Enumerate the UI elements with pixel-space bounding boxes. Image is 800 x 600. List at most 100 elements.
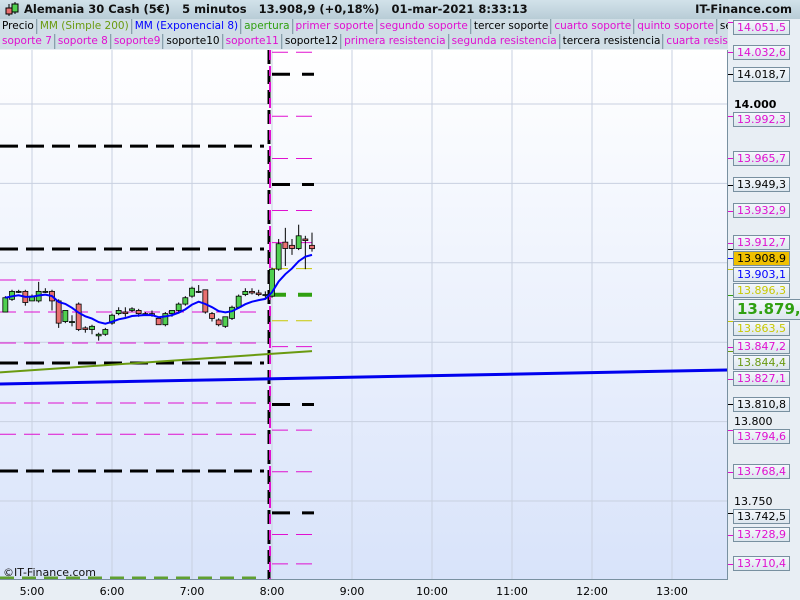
candle-body [102, 329, 109, 335]
price-level-label: 13.992,3 [733, 111, 790, 127]
legend-item[interactable]: MM (Exponencial 8) [132, 19, 242, 34]
legend-item[interactable]: soporte11 [223, 34, 282, 49]
legend-item[interactable]: Precio [0, 19, 37, 34]
time-label: 13:00 [656, 585, 688, 598]
legend-item[interactable]: soporte12 [282, 34, 342, 49]
candle-body [135, 310, 142, 315]
candle-body [255, 292, 262, 295]
candle-body [2, 297, 9, 313]
price-grid-label: 13.800 [734, 415, 773, 429]
price-level-label: 13.863,5 [733, 321, 790, 337]
price-level-label: 13.710,4 [733, 556, 790, 572]
candle-body [122, 311, 129, 315]
price-tick [728, 242, 733, 244]
candle-body [175, 303, 182, 311]
legend-item[interactable]: quinto soporte [635, 19, 717, 34]
legend-item[interactable]: cuarto soporte [552, 19, 635, 34]
candle-body [222, 316, 229, 327]
candle-body [115, 310, 122, 315]
legend-item[interactable]: segundo soporte [377, 19, 471, 34]
timeframe: 5 minutos [182, 2, 247, 16]
instrument-name: Alemania 30 Cash (5€) [24, 2, 171, 16]
price-level-label: 13.827,1 [733, 371, 790, 387]
legend-item[interactable]: soporte 8 [55, 34, 111, 49]
price-level-label: 14.032,6 [733, 44, 790, 60]
price-tick [728, 158, 733, 160]
time-label: 9:00 [339, 585, 365, 598]
candle-body [302, 238, 309, 241]
candle-body [215, 319, 222, 326]
candle-body [209, 313, 215, 319]
candle-body [95, 333, 102, 337]
price-level-label: 13.728,9 [733, 527, 790, 542]
candle-body [169, 310, 175, 315]
legend-item[interactable]: primera resistencia [342, 34, 449, 49]
price-tick [728, 512, 733, 514]
datetime: 01-mar-2021 8:33:13 [391, 2, 528, 16]
price-tick [728, 184, 733, 186]
price-tick [728, 268, 733, 270]
brand: IT-Finance.com [695, 2, 792, 16]
current-price-label: 13.908,9 [733, 251, 790, 267]
price-tick [728, 404, 733, 406]
time-label: 11:00 [496, 585, 528, 598]
candle-body [182, 297, 189, 305]
legend-item[interactable]: soporte10 [164, 34, 223, 49]
price-level-label: 13.879,9 [733, 299, 800, 321]
price-tick [728, 74, 733, 76]
price-grid-label: 13.750 [734, 494, 773, 508]
time-axis[interactable]: 5:00 6:00 7:00 8:00 9:00 10:00 11:00 12:00 13:00 [0, 580, 800, 600]
legend-item[interactable]: segunda resistencia [449, 34, 560, 49]
time-label: 8:00 [259, 585, 285, 598]
candlestick-logo-icon [5, 2, 19, 16]
price-level-label: 13.896,3 [733, 283, 790, 299]
price-level-label: 13.810,8 [733, 396, 790, 412]
candle-body [275, 243, 282, 270]
price-level-label: 13.903,1 [733, 267, 790, 283]
candle-body [89, 325, 95, 330]
candle-body [249, 290, 255, 294]
time-label: 6:00 [99, 585, 125, 598]
price-level-label: 14.051,5 [733, 20, 790, 35]
legend-item[interactable]: soporte9 [111, 34, 164, 49]
trend-line [0, 368, 727, 386]
candle-body [262, 294, 269, 296]
candle-body [155, 317, 162, 326]
legend-item[interactable]: primer soporte [293, 19, 377, 34]
candle-body [195, 290, 202, 293]
candle-body [269, 268, 275, 297]
legend-item[interactable]: tercer soporte [471, 19, 552, 34]
price-level-label: 13.912,7 [733, 235, 790, 251]
price-axis[interactable]: 14.000 13.800 13.750 14.051,5 14.032,6 14.018… [728, 20, 800, 580]
candle-body [202, 289, 209, 313]
price-tick [728, 52, 733, 54]
candle-body [242, 290, 249, 295]
price-level-label: 13.949,3 [733, 177, 790, 192]
price-tick [728, 351, 733, 353]
legend-item[interactable]: tercera resistencia [560, 34, 664, 49]
candle-body [109, 314, 115, 324]
legend-item[interactable]: apertura [242, 19, 293, 34]
candle-body [62, 310, 69, 322]
chart-canvas[interactable] [0, 50, 728, 580]
price-tick [728, 248, 733, 250]
price-tick [728, 294, 733, 296]
legend-item[interactable]: MM (Simple 200) [37, 19, 132, 34]
candle-body [289, 244, 295, 249]
candle-body [282, 241, 289, 249]
candle-body [235, 295, 242, 308]
title-bar: Alemania 30 Cash (5€) 5 minutos 13.908,9… [0, 0, 800, 19]
price-chart[interactable] [0, 50, 728, 580]
price-level-label: 13.742,5 [733, 508, 790, 524]
price-level-label: 13.794,6 [733, 429, 790, 445]
candle-body [129, 308, 135, 311]
price-tick [728, 22, 733, 24]
legend-item[interactable]: sexto soporte [717, 19, 728, 34]
legend-item[interactable]: cuarta resistencia [664, 34, 728, 49]
price-grid-label: 14.000 [734, 97, 777, 111]
price-level-label: 13.847,2 [733, 339, 790, 355]
legend-item[interactable]: soporte 7 [0, 34, 55, 49]
time-label: 12:00 [576, 585, 608, 598]
price-tick [728, 346, 733, 348]
chart-title: Alemania 30 Cash (5€) 5 minutos 13.908,9… [24, 2, 528, 16]
